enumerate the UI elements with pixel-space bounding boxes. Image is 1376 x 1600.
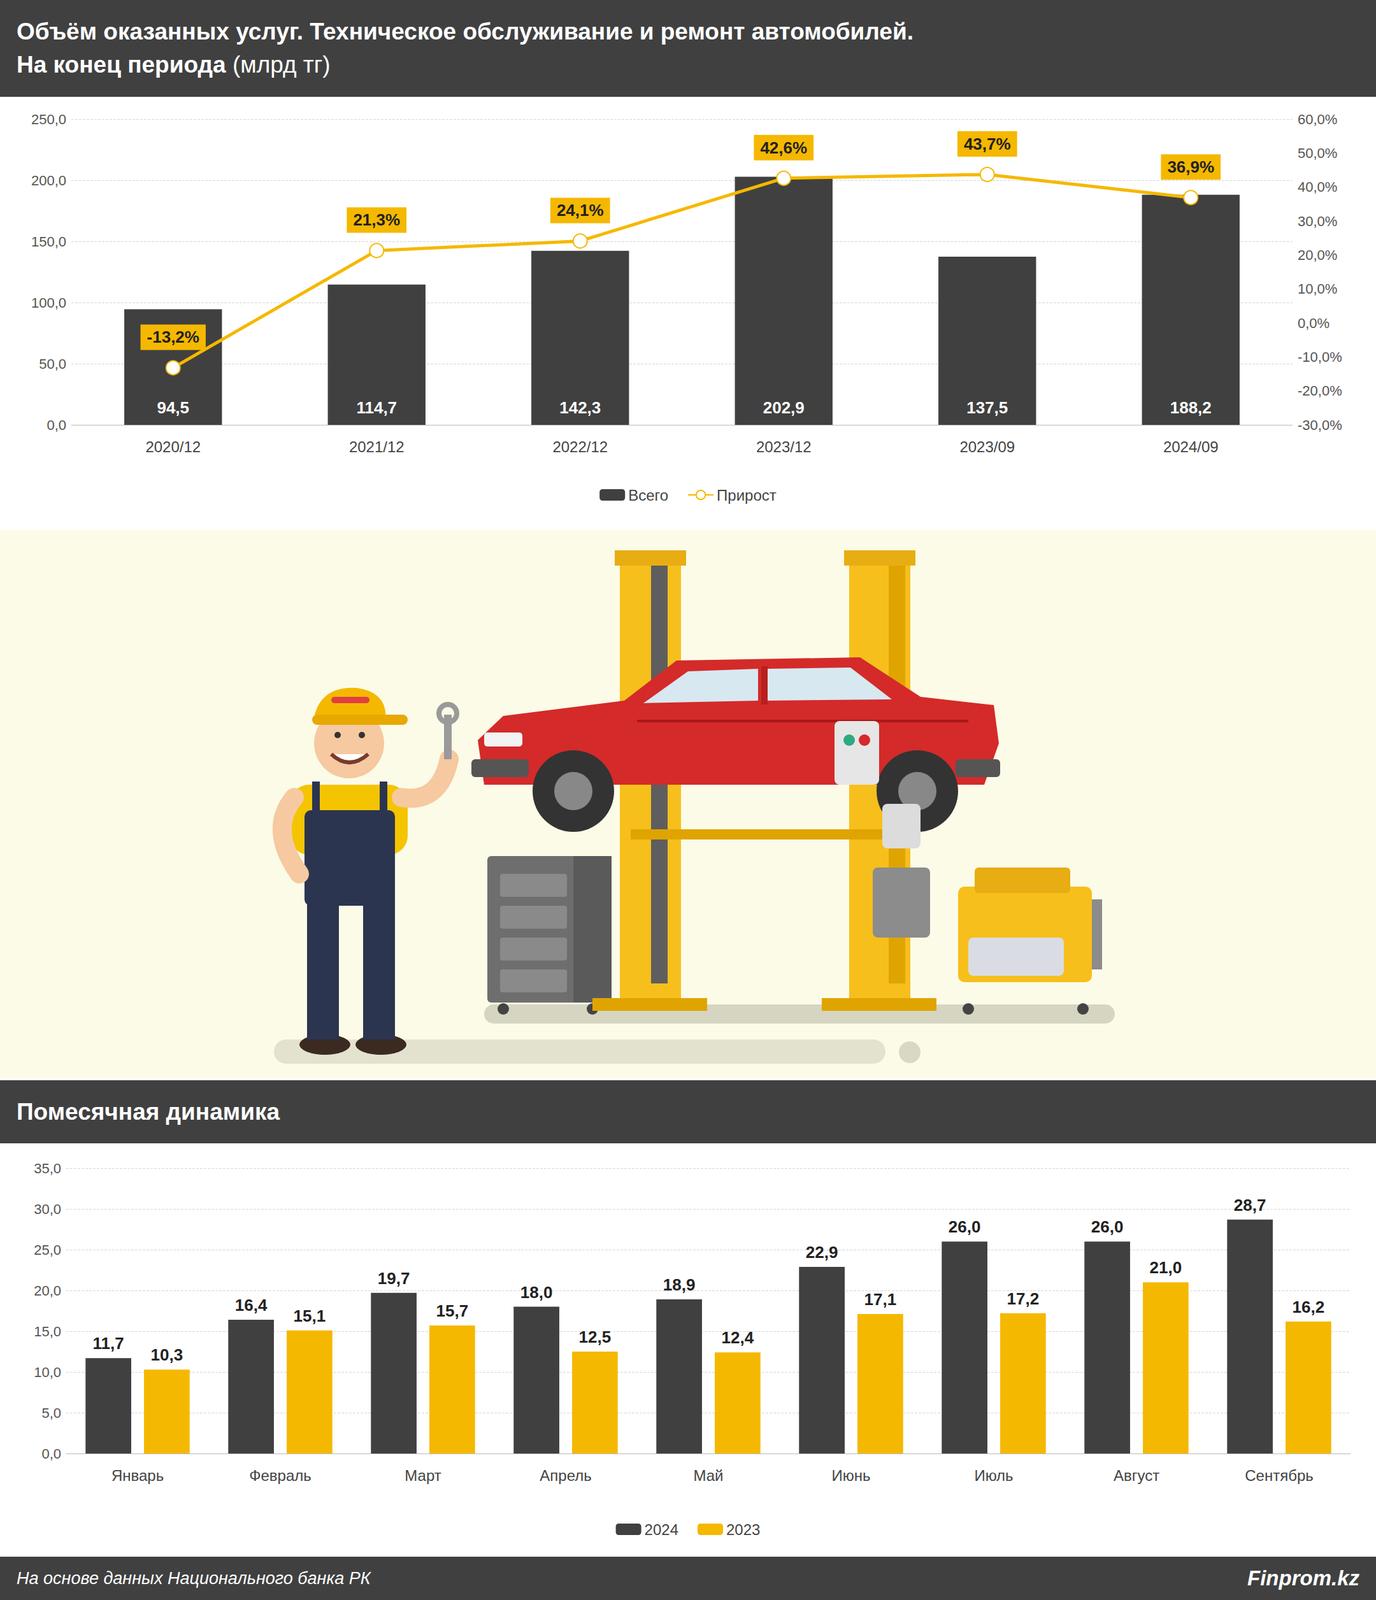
svg-text:12,5: 12,5 — [579, 1327, 612, 1347]
html-text:Помесячная динамика: Помесячная динамика — [16, 1098, 280, 1125]
html-text:Finprom.kz: Finprom.kz — [1247, 1566, 1360, 1591]
svg-text:30,0%: 30,0% — [1297, 213, 1338, 230]
svg-text:137,5: 137,5 — [966, 398, 1008, 418]
svg-text:15,1: 15,1 — [293, 1306, 327, 1326]
svg-text:10,3: 10,3 — [150, 1345, 184, 1365]
html-text:Объём оказанных услуг. Техниче: Объём оказанных услуг. Техническое обслу… — [16, 18, 914, 45]
svg-text:20,0%: 20,0% — [1297, 247, 1338, 264]
svg-text:0,0: 0,0 — [46, 417, 67, 434]
svg-text:26,0: 26,0 — [1091, 1217, 1124, 1237]
svg-text:2024/09: 2024/09 — [1163, 438, 1219, 456]
svg-text:Апрель: Апрель — [539, 1467, 592, 1485]
svg-text:21,0: 21,0 — [1149, 1258, 1183, 1278]
svg-text:Май: Май — [693, 1467, 724, 1485]
svg-text:15,0: 15,0 — [33, 1323, 62, 1340]
svg-text:2022/12: 2022/12 — [552, 438, 608, 456]
svg-text:114,7: 114,7 — [356, 398, 397, 418]
svg-text:250,0: 250,0 — [31, 111, 67, 128]
svg-text:Июль: Июль — [974, 1467, 1013, 1485]
svg-text:28,7: 28,7 — [1233, 1195, 1267, 1215]
svg-text:10,0: 10,0 — [33, 1364, 62, 1381]
svg-text:60,0%: 60,0% — [1297, 111, 1338, 128]
svg-text:Август: Август — [1113, 1467, 1160, 1485]
svg-text:Всего: Всего — [628, 486, 669, 504]
svg-text:Март: Март — [404, 1467, 441, 1485]
svg-text:Январь: Январь — [111, 1467, 164, 1485]
svg-text:50,0: 50,0 — [38, 356, 67, 373]
svg-text:24,1%: 24,1% — [556, 200, 604, 220]
svg-text:21,3%: 21,3% — [352, 210, 401, 230]
svg-text:12,4: 12,4 — [721, 1328, 755, 1348]
html-text:На основе данных Национального: На основе данных Национального банка РК — [16, 1568, 371, 1588]
svg-text:-20,0%: -20,0% — [1297, 382, 1343, 399]
svg-text:16,4: 16,4 — [235, 1295, 268, 1315]
svg-text:35,0: 35,0 — [33, 1160, 62, 1177]
svg-text:17,1: 17,1 — [864, 1290, 897, 1310]
svg-text:Февраль: Февраль — [249, 1467, 312, 1485]
svg-text:200,0: 200,0 — [31, 172, 67, 189]
svg-text:150,0: 150,0 — [31, 233, 67, 250]
svg-text:17,2: 17,2 — [1007, 1289, 1040, 1309]
svg-text:36,9%: 36,9% — [1167, 157, 1215, 177]
svg-text:-30,0%: -30,0% — [1297, 417, 1343, 434]
svg-text:100,0: 100,0 — [31, 294, 67, 311]
svg-text:-13,2%: -13,2% — [147, 327, 200, 347]
svg-text:94,5: 94,5 — [156, 398, 190, 418]
svg-text:43,7%: 43,7% — [963, 134, 1011, 154]
svg-text:Прирост: Прирост — [716, 486, 777, 504]
svg-text:15,7: 15,7 — [436, 1301, 469, 1321]
svg-text:18,9: 18,9 — [663, 1275, 696, 1295]
html-text:На конец периода (млрд тг): На конец периода (млрд тг) — [16, 51, 331, 78]
svg-text:188,2: 188,2 — [1170, 398, 1212, 418]
svg-text:Июнь: Июнь — [831, 1467, 871, 1485]
svg-text:5,0: 5,0 — [41, 1405, 62, 1422]
svg-text:Сентябрь: Сентябрь — [1244, 1467, 1314, 1485]
svg-text:2023/09: 2023/09 — [959, 438, 1015, 456]
svg-text:26,0: 26,0 — [948, 1217, 982, 1237]
svg-text:2024: 2024 — [644, 1521, 679, 1539]
svg-text:19,7: 19,7 — [377, 1268, 411, 1289]
svg-text:25,0: 25,0 — [33, 1242, 62, 1259]
svg-text:50,0%: 50,0% — [1297, 145, 1338, 162]
svg-text:10,0%: 10,0% — [1297, 280, 1338, 297]
svg-text:30,0: 30,0 — [33, 1201, 62, 1218]
svg-text:202,9: 202,9 — [763, 398, 805, 418]
svg-text:20,0: 20,0 — [33, 1282, 62, 1299]
svg-text:2023: 2023 — [726, 1521, 760, 1539]
svg-text:22,9: 22,9 — [805, 1242, 839, 1262]
svg-text:142,3: 142,3 — [559, 398, 601, 418]
svg-text:2020/12: 2020/12 — [145, 438, 201, 456]
svg-text:0,0%: 0,0% — [1297, 315, 1330, 332]
svg-text:0,0: 0,0 — [41, 1446, 62, 1462]
svg-text:11,7: 11,7 — [93, 1333, 125, 1354]
svg-text:-10,0%: -10,0% — [1297, 349, 1343, 366]
svg-text:2021/12: 2021/12 — [349, 438, 405, 456]
svg-text:2023/12: 2023/12 — [756, 438, 812, 456]
svg-text:42,6%: 42,6% — [759, 138, 808, 158]
svg-text:18,0: 18,0 — [520, 1282, 553, 1303]
svg-text:16,2: 16,2 — [1292, 1297, 1326, 1317]
svg-text:40,0%: 40,0% — [1297, 179, 1338, 195]
